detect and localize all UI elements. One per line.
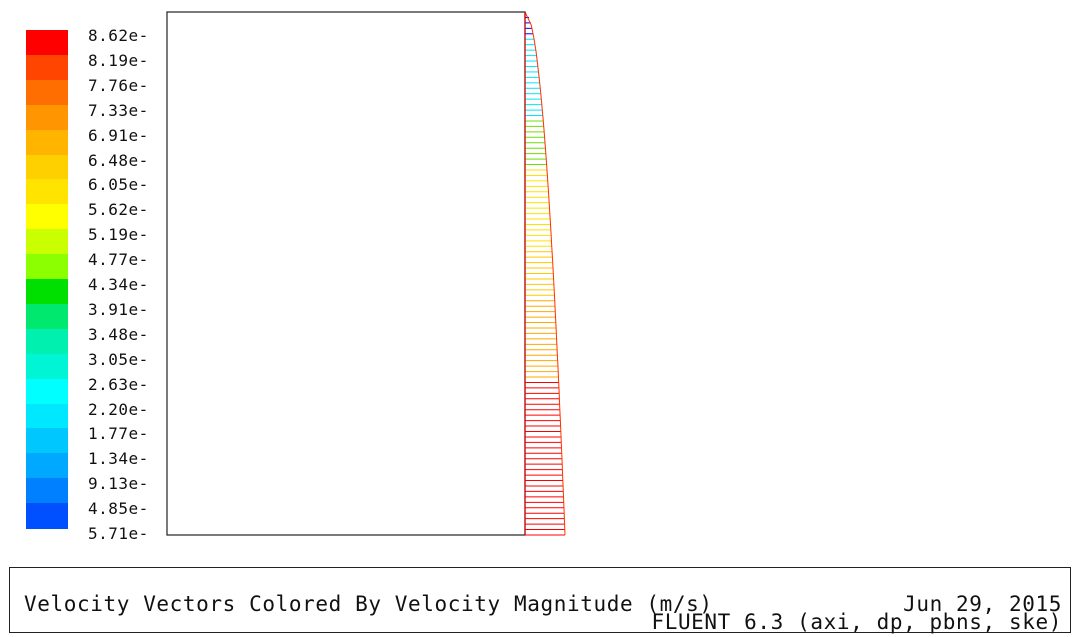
- legend-swatch: [26, 328, 68, 355]
- legend-swatch: [26, 478, 68, 504]
- domain-boundary: [166, 11, 526, 536]
- legend-tick-label: 2.63e-: [88, 374, 149, 394]
- legend-tick-label: 6.05e-: [88, 175, 149, 195]
- legend-tick-label: 6.48e-: [88, 150, 149, 170]
- legend-swatch: [26, 204, 68, 230]
- legend-swatch: [26, 229, 68, 255]
- legend-swatch: [26, 179, 68, 205]
- legend-swatch: [26, 104, 68, 131]
- caption-title: Velocity Vectors Colored By Velocity Mag…: [24, 592, 713, 616]
- legend-tick-label: 9.13e-: [88, 474, 149, 494]
- legend-tick-label: 3.91e-: [88, 299, 149, 319]
- legend-tick-label: 3.05e-: [88, 349, 149, 369]
- legend-tick-label: 8.62e-: [88, 26, 149, 45]
- vector-plot: [166, 11, 566, 536]
- caption-date: Jun 29, 2015: [903, 592, 1062, 616]
- legend-swatch: [26, 54, 68, 81]
- legend-swatch: [26, 403, 68, 429]
- profile-envelope: [524, 11, 566, 536]
- legend-tick-label: 4.77e-: [88, 250, 149, 270]
- legend-swatch: [26, 254, 68, 280]
- legend-tick-label: 8.19e-: [88, 50, 149, 70]
- legend-tick-label: 1.77e-: [88, 424, 149, 444]
- caption-solver: FLUENT 6.3 (axi, dp, pbns, ske): [651, 610, 1062, 634]
- legend-tick-label: 7.33e-: [88, 100, 149, 120]
- legend-swatch: [26, 303, 68, 330]
- legend-tick-label: 4.34e-: [88, 275, 149, 294]
- legend-swatch: [26, 503, 68, 529]
- legend-swatch: [26, 129, 68, 156]
- legend-swatch: [26, 453, 68, 479]
- legend-swatch: [26, 353, 68, 380]
- legend-tick-label: 4.85e-: [88, 499, 149, 519]
- legend-swatch: [26, 428, 68, 454]
- legend-tick-label: 5.71e-: [88, 524, 149, 543]
- legend-swatch: [26, 378, 68, 405]
- legend-tick-label: 3.48e-: [88, 324, 149, 344]
- legend-tick-label: 6.91e-: [88, 125, 149, 145]
- legend-tick-label: 5.62e-: [88, 200, 149, 220]
- legend-swatch: [26, 30, 68, 56]
- legend-swatch: [26, 154, 68, 180]
- caption-box: Velocity Vectors Colored By Velocity Mag…: [9, 567, 1071, 634]
- legend-tick-label: 5.19e-: [88, 225, 149, 245]
- legend-tick-label: 7.76e-: [88, 75, 149, 95]
- legend-swatch: [26, 279, 68, 305]
- legend-tick-label: 2.20e-: [88, 399, 149, 419]
- legend-tick-label: 1.34e-: [88, 449, 149, 469]
- velocity-vectors: [524, 11, 566, 536]
- legend-swatch: [26, 79, 68, 106]
